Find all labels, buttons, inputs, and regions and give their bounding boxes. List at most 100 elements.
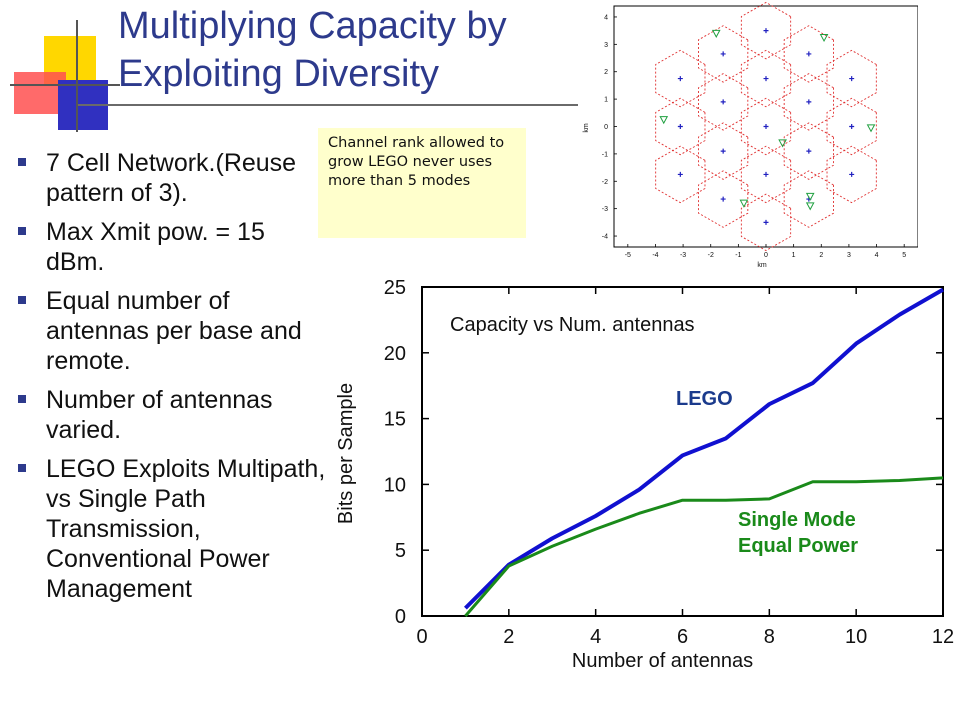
y-tick-label: 25 [384, 277, 406, 299]
base-station-marker [849, 76, 855, 82]
base-station-marker [763, 28, 769, 34]
y-tick-label: 15 [384, 409, 406, 431]
y-tick-label: 10 [384, 474, 406, 496]
bullet-item: Max Xmit pow. = 15 dBm. [18, 217, 330, 277]
cell-map-x-tick-label: 0 [764, 252, 768, 259]
base-station-marker [677, 171, 683, 177]
cell-map-y-label: km [583, 123, 590, 133]
remote-terminal-marker [711, 29, 721, 38]
cell-hexagon [740, 145, 792, 204]
bullet-text: Equal number of antennas per base and re… [46, 287, 302, 375]
cell-hexagon [783, 170, 834, 228]
bullet-text: Max Xmit pow. = 15 dBm. [46, 218, 265, 276]
base-station-marker [763, 76, 769, 82]
x-tick-label: 10 [845, 626, 867, 648]
cell-map-y-tick-label: 4 [604, 14, 608, 21]
cell-hexagon [655, 49, 706, 108]
cell-hexagon [783, 122, 834, 180]
base-station-marker [763, 124, 769, 129]
bullet-item: Equal number of antennas per base and re… [18, 286, 330, 376]
cell-hexagon [698, 170, 749, 228]
base-station-marker [720, 148, 726, 154]
series-label-single-mode: Single Mode Equal Power [738, 509, 858, 557]
remote-terminal-marker [819, 33, 829, 43]
cell-hexagon [655, 145, 706, 204]
cell-hexagon [698, 25, 749, 83]
base-station-marker [720, 51, 726, 57]
title-underline [78, 104, 578, 106]
cell-map-x-tick-label: 1 [792, 252, 796, 259]
cell-hexagon [740, 97, 792, 156]
cell-map-y-tick-label: 3 [604, 42, 608, 49]
series-line-single-mode [464, 476, 944, 617]
bullet-square-icon [18, 464, 26, 472]
cell-map-y-tick-label: -1 [602, 151, 608, 158]
base-station-marker [763, 219, 769, 225]
bullet-text: LEGO Exploits Multipath, vs Single Path … [46, 455, 326, 603]
series-label-lego: LEGO [676, 388, 733, 410]
cell-hexagon [740, 49, 792, 108]
bullet-item: LEGO Exploits Multipath, vs Single Path … [18, 454, 330, 604]
cell-map-y-tick-label: 2 [604, 69, 608, 76]
y-axis-label: Bits per Sample [335, 383, 357, 524]
cell-map-x-tick-label: 2 [819, 252, 823, 259]
cell-hexagon [783, 73, 834, 131]
cell-hexagon [698, 73, 749, 131]
chart-title: Capacity vs Num. antennas [450, 314, 695, 336]
bullet-square-icon [18, 227, 26, 235]
cell-map-x-label: km [757, 262, 767, 269]
remote-terminal-marker [805, 192, 815, 201]
plot-frame [421, 286, 944, 617]
cell-map-x-tick-label: 3 [847, 252, 851, 259]
cell-hexagon [698, 122, 749, 180]
bullet-square-icon [18, 296, 26, 304]
base-station-marker [720, 196, 726, 202]
bullet-text: Number of antennas varied. [46, 386, 273, 444]
cell-map-x-tick-label: -5 [625, 252, 631, 259]
cell-map-y-tick-label: -4 [602, 234, 608, 241]
bullet-text: 7 Cell Network.(Reuse pattern of 3). [46, 149, 297, 207]
x-tick-label: 6 [677, 626, 688, 648]
base-station-marker [849, 124, 855, 129]
cell-hexagon [655, 97, 706, 156]
series-line-lego [464, 287, 944, 610]
decor-vertical-line [76, 20, 78, 132]
cell-map-y-tick-label: 1 [604, 97, 608, 104]
x-tick-label: 4 [590, 626, 601, 648]
y-tick-label: 5 [395, 540, 406, 562]
base-station-marker [677, 124, 683, 129]
cell-hexagon [740, 193, 792, 252]
cell-map-x-tick-label: -2 [708, 252, 714, 259]
cell-map-x-tick-label: -1 [735, 252, 741, 259]
y-tick-label: 20 [384, 343, 406, 365]
base-station-marker [849, 171, 855, 177]
cell-hexagon [826, 145, 877, 204]
cell-map-x-tick-label: 4 [875, 252, 879, 259]
y-tick-label: 0 [395, 606, 406, 628]
decor-horizontal-line [10, 84, 120, 86]
x-tick-label: 2 [503, 626, 514, 648]
slide-title: Multiplying Capacity by Exploiting Diver… [118, 5, 507, 95]
series-label-line: Equal Power [738, 535, 858, 557]
bullet-square-icon [18, 158, 26, 166]
cell-map-y-tick-label: -2 [602, 179, 608, 186]
cell-hexagon [826, 97, 877, 156]
decor-red-square [14, 72, 66, 114]
channel-rank-note: Channel rank allowed to grow LEGO never … [318, 128, 526, 238]
series-label-line: Single Mode [738, 509, 856, 531]
cell-map-y-tick-label: -3 [602, 206, 608, 213]
x-tick-label: 12 [932, 626, 954, 648]
bullet-square-icon [18, 395, 26, 403]
cell-map-x-tick-label: -4 [652, 252, 658, 259]
bullet-item: 7 Cell Network.(Reuse pattern of 3). [18, 148, 330, 208]
remote-terminal-marker [805, 202, 815, 211]
x-tick-label: 8 [764, 626, 775, 648]
remote-terminal-marker [778, 139, 787, 148]
cell-hexagon [740, 1, 792, 60]
base-station-marker [806, 51, 812, 57]
remote-terminal-marker [659, 116, 669, 125]
base-station-marker [806, 148, 812, 154]
cell-layout-plot: -5 -4 -3 -2 -1 0 1 2 3 4 5 4 3 2 1 0 -1 -2 -3 -4 km km [578, 0, 918, 275]
base-station-marker [720, 99, 726, 105]
cell-hexagon [783, 25, 834, 83]
